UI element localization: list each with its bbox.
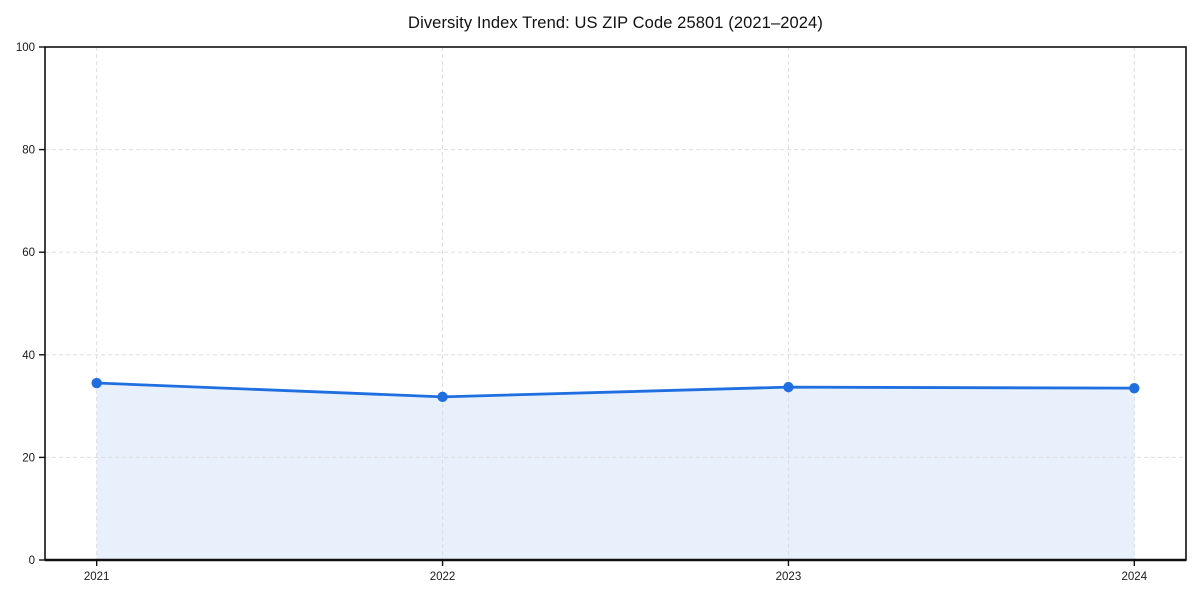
data-point xyxy=(437,391,448,403)
x-tick-label: 2021 xyxy=(84,571,110,583)
chart-title: Diversity Index Trend: US ZIP Code 25801… xyxy=(408,14,823,32)
y-tick-label: 60 xyxy=(22,247,35,259)
data-point xyxy=(783,381,794,393)
data-point xyxy=(91,377,102,389)
x-tick-label: 2024 xyxy=(1122,571,1148,583)
data-point xyxy=(1129,382,1140,394)
x-tick-label: 2023 xyxy=(776,571,802,583)
y-tick-label: 20 xyxy=(22,452,35,464)
y-tick-label: 80 xyxy=(22,145,35,157)
y-tick-label: 0 xyxy=(29,555,35,567)
area-fill xyxy=(96,383,1135,560)
y-tick-label: 40 xyxy=(22,350,35,362)
y-tick-label: 100 xyxy=(16,42,35,54)
x-tick-label: 2022 xyxy=(430,571,456,583)
data-line xyxy=(95,381,1136,399)
